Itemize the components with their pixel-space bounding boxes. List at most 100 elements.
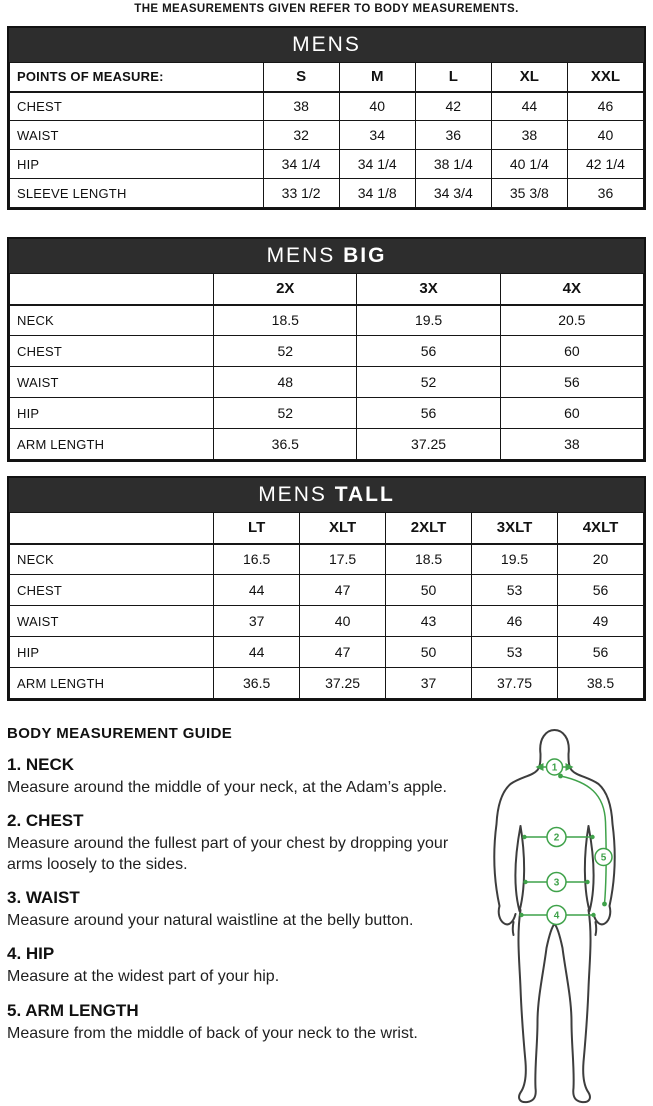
measurement-value: 40	[299, 605, 387, 637]
marker-4-number: 4	[554, 911, 560, 922]
measurement-value: 46	[471, 605, 559, 637]
measurement-value: 49	[557, 605, 644, 637]
measurement-value: 35 3/8	[490, 178, 568, 208]
guide-item: 2. CHEST Measure around the fullest part …	[7, 811, 459, 875]
table-row: HIP 44 47 50 53 56	[8, 636, 644, 668]
figure-marker-badges: 1 2 3 4 5	[545, 758, 613, 926]
chest-endpoint-dot	[590, 834, 595, 840]
body-measurement-guide: BODY MEASUREMENT GUIDE 1. NECK Measure ar…	[7, 725, 646, 1106]
measurement-value: 44	[490, 91, 568, 121]
measurement-value: 56	[356, 335, 501, 367]
body-measurement-figure: 1 2 3 4 5	[493, 729, 616, 1104]
row-label: CHEST	[8, 574, 215, 606]
row-label: CHEST	[9, 91, 264, 121]
points-of-measure-header: POINTS OF MEASURE:	[9, 62, 264, 93]
guide-item-title: 1. NECK	[7, 755, 75, 774]
size-column-header: S	[262, 62, 340, 93]
mens-measurements-table: POINTS OF MEASURE: S M L XL XXL CHEST 38 40 42 44 4…	[9, 62, 645, 208]
measurement-value: 34 1/4	[338, 149, 416, 179]
guide-item-title: 3. WAIST	[7, 888, 80, 908]
measurement-value: 42	[414, 91, 492, 121]
table-row: NECK 18.5 19.5 20.5	[8, 304, 645, 336]
measurement-value: 19.5	[471, 543, 559, 575]
hip-endpoint-dot	[591, 912, 596, 918]
measurement-value: 38	[499, 428, 645, 460]
mens-big-measurements-table: 2X 3X 4X NECK 18.5 19.5 20.5 CHEST 52 56 60 WAIST 48…	[8, 273, 645, 460]
guide-text-column: BODY MEASUREMENT GUIDE 1. NECK Measure ar…	[7, 725, 463, 1106]
measurement-value: 20	[557, 543, 644, 575]
size-column-header: XLT	[299, 512, 387, 545]
points-of-measure-header	[8, 273, 215, 306]
mens-tall-measurements-table: LT XLT 2XLT 3XLT 4XLT NECK 16.5 17.5 18.5 19.5 20 C…	[8, 512, 644, 699]
measurement-value: 53	[471, 636, 559, 668]
table-title-text: MENS	[258, 483, 335, 506]
measurement-value: 37.75	[471, 667, 559, 699]
measurement-value: 50	[385, 636, 473, 668]
table-row: ARM LENGTH 36.5 37.25 37 37.75 38.5	[8, 667, 644, 699]
mens-table-title: MENS	[9, 28, 644, 62]
measurement-value: 40 1/4	[490, 149, 568, 179]
measurement-value: 34 1/8	[338, 178, 416, 208]
row-label: WAIST	[9, 120, 264, 150]
arm-length-measure-curve	[560, 775, 607, 905]
measurement-value: 60	[499, 335, 645, 367]
measurement-value: 53	[471, 574, 559, 606]
row-label: HIP	[8, 636, 215, 668]
measurement-value: 20.5	[499, 304, 645, 336]
table-title-text: MENS	[292, 33, 361, 56]
measurement-value: 46	[566, 91, 645, 121]
measurement-value: 38.5	[557, 667, 644, 699]
measurement-value: 18.5	[385, 543, 473, 575]
table-row: ARM LENGTH 36.5 37.25 38	[8, 428, 645, 460]
size-column-header: L	[414, 62, 492, 93]
measurement-value: 40	[566, 120, 645, 150]
measurement-value: 40	[338, 91, 416, 121]
guide-item-text: Measure at the widest part of your hip.	[7, 968, 280, 986]
mens-big-table-title: MENS BIG	[9, 239, 644, 273]
guide-item-title: 2. CHEST	[7, 811, 84, 831]
guide-heading: BODY MEASUREMENT GUIDE	[7, 725, 233, 742]
figure-upper-body-outline	[493, 729, 616, 926]
size-column-header: 2XLT	[385, 512, 473, 545]
row-label: CHEST	[8, 335, 215, 367]
row-label: NECK	[8, 543, 215, 575]
measurement-value: 48	[213, 366, 358, 398]
marker-2-circle	[546, 826, 567, 848]
table-title-text: MENS	[266, 244, 344, 267]
mens-big-size-table: MENS BIG 2X 3X 4X NECK 18.5 19.5 20.5 CHEST 52 56…	[7, 237, 646, 462]
measurement-value: 56	[557, 574, 644, 606]
marker-4-circle	[546, 904, 567, 926]
column-header-row: POINTS OF MEASURE: S M L XL XXL	[9, 62, 645, 93]
measurement-value: 33 1/2	[262, 178, 340, 208]
row-label: ARM LENGTH	[8, 667, 215, 699]
table-row: WAIST 37 40 43 46 49	[8, 605, 644, 637]
size-column-header: M	[338, 62, 416, 93]
measurement-value: 52	[356, 366, 501, 398]
table-row: NECK 16.5 17.5 18.5 19.5 20	[8, 543, 644, 575]
marker-1-number: 1	[552, 763, 558, 774]
marker-5-number: 5	[601, 853, 607, 864]
measurement-value: 60	[499, 397, 645, 429]
measurement-value: 36.5	[213, 428, 358, 460]
row-label: WAIST	[8, 605, 215, 637]
table-row: SLEEVE LENGTH 33 1/2 34 1/8 34 3/4 35 3/8 36	[9, 178, 645, 208]
mens-size-table: MENS POINTS OF MEASURE: S M L XL XXL CHEST 38 40…	[7, 26, 646, 210]
size-column-header: 4XLT	[557, 512, 644, 545]
size-column-header: XL	[490, 62, 568, 93]
marker-5-circle	[594, 847, 613, 867]
figure-left-arm-gap	[514, 825, 526, 912]
table-row: HIP 52 56 60	[8, 397, 645, 429]
measurement-value: 34	[338, 120, 416, 150]
guide-item: 5. ARM LENGTH Measure from the middle of …	[7, 1001, 459, 1044]
measurement-value: 52	[213, 335, 358, 367]
measurement-value: 38	[490, 120, 568, 150]
size-column-header: 3XLT	[471, 512, 559, 545]
table-title-bold-text: TALL	[334, 483, 395, 506]
size-column-header: 4X	[499, 273, 645, 306]
measurement-value: 17.5	[299, 543, 387, 575]
measurement-value: 34 3/4	[414, 178, 492, 208]
row-label: WAIST	[8, 366, 215, 398]
measurement-value: 50	[385, 574, 473, 606]
arm-length-endpoint-dot	[602, 901, 607, 907]
measurement-value: 44	[213, 574, 301, 606]
